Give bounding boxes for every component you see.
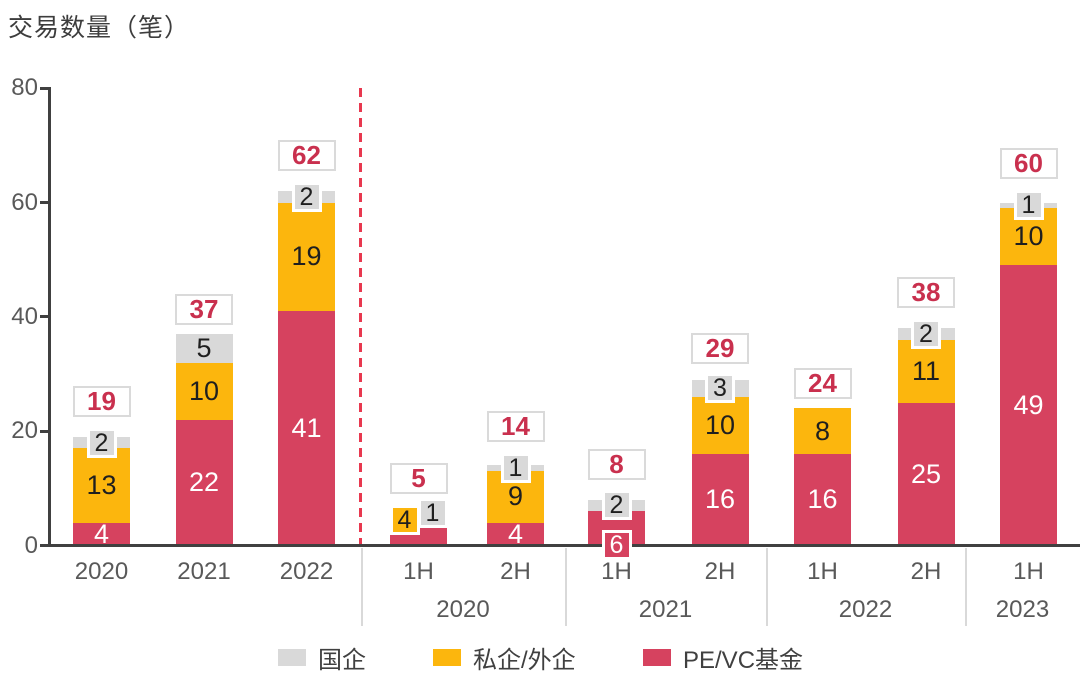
x-axis-group-label: 2020 [436, 596, 490, 623]
x-axis-bar-label: 2H [910, 558, 942, 585]
segment-value-label-box-so: 2 [601, 490, 632, 520]
segment-value-label-box-so: 1 [1013, 190, 1044, 220]
segment-value-label: 10 [1013, 221, 1044, 252]
bar-total-label: 60 [999, 148, 1058, 179]
segment-value-label-box-pr: 4 [389, 505, 420, 535]
x-axis-line [40, 544, 1080, 547]
bar-segment-pr: 11 [897, 339, 955, 403]
bar-segment-pr: 10 [175, 362, 233, 420]
segment-value-label: 4 [93, 518, 110, 549]
segment-value-label: 22 [188, 467, 220, 498]
bar-segment-pr: 8 [794, 408, 851, 455]
legend-item-pe: PE/VC基金 [643, 644, 803, 674]
bar-segment-pe: 41 [278, 311, 335, 546]
y-axis-tick [40, 429, 50, 433]
bar-segment-pe: 16 [794, 454, 851, 546]
segment-value-label-box-pe: 6 [601, 530, 632, 560]
legend-swatch-so [278, 648, 306, 666]
x-axis-group-label: 2021 [638, 596, 693, 623]
segment-value-label: 41 [291, 412, 322, 443]
segment-value-label: 49 [1013, 389, 1044, 420]
segment-value-label-box-so: 2 [911, 319, 941, 349]
y-axis-tick-label: 0 [24, 531, 38, 559]
bar-total-label: 24 [793, 368, 852, 399]
segment-value-label-box-so: 1 [500, 453, 531, 483]
legend-swatch-pr [433, 648, 461, 666]
bar-segment-pe: 4 [73, 518, 130, 549]
segment-value-label: 25 [910, 458, 942, 489]
x-axis-bar-label: 1H [1013, 558, 1044, 585]
segment-value-label-box-so: 2 [291, 182, 322, 212]
segment-value-label: 5 [196, 332, 212, 363]
segment-value-label: 16 [704, 484, 736, 515]
legend-item-pr: 私企/外企 [433, 644, 576, 674]
bar-segment-pe: 4 [487, 518, 544, 549]
bar-total-label: 37 [175, 294, 233, 325]
x-axis-bar-label: 2021 [177, 558, 231, 585]
y-axis-tick [40, 86, 50, 90]
segment-value-label-box-so: 2 [86, 428, 117, 458]
legend-label: 私企/外企 [473, 646, 576, 674]
segment-value-label-box-so: 3 [705, 373, 735, 403]
segment-value-label: 10 [188, 375, 220, 406]
bar-segment-pr: 10 [1000, 208, 1057, 266]
legend-label: 国企 [318, 646, 366, 674]
legend-item-so: 国企 [278, 644, 366, 674]
x-axis-bar-label: 2020 [74, 558, 129, 585]
segment-value-label: 19 [291, 241, 322, 272]
y-axis-tick-label: 20 [11, 417, 38, 445]
legend-swatch-pe [643, 648, 671, 666]
bar-total-label: 19 [72, 386, 131, 417]
x-axis-bar-label: 1H [807, 558, 838, 585]
y-axis-tick-label: 60 [11, 188, 38, 216]
x-axis-group-separator [965, 548, 967, 626]
bar-segment-pr: 13 [73, 448, 130, 523]
x-axis-group-label: 2022 [838, 596, 893, 623]
bar-total-label: 14 [486, 411, 545, 442]
bar-segment-pe: 49 [1000, 265, 1057, 546]
y-axis-tick [40, 315, 50, 319]
x-axis-bar-label: 2H [704, 558, 736, 585]
x-axis-bar-label: 2022 [279, 558, 334, 585]
segment-value-label: 8 [814, 415, 831, 446]
chart-title: 交易数量（笔） [8, 14, 191, 42]
bar-segment-pe: 16 [691, 454, 749, 546]
segment-value-label: 9 [507, 481, 524, 512]
bar-total-label: 38 [897, 277, 955, 308]
annual-halfyear-divider-dashed-line [359, 88, 362, 545]
x-axis-group-label: 2023 [995, 596, 1050, 623]
segment-value-label: 4 [507, 518, 524, 549]
segment-value-label-box-so: 1 [417, 498, 448, 528]
y-axis-tick [40, 201, 50, 205]
bar-total-label: 8 [587, 449, 646, 480]
bar-segment-pr: 19 [278, 202, 335, 312]
segment-value-label: 13 [86, 469, 117, 500]
x-axis-bar-label: 1H [601, 558, 632, 585]
bar-segment-pe: 25 [897, 402, 955, 546]
segment-value-label: 16 [807, 484, 838, 515]
segment-value-label: 10 [704, 409, 736, 440]
bar-total-label: 29 [691, 333, 749, 364]
bar-total-label: 62 [277, 140, 336, 171]
segment-value-label: 11 [911, 355, 941, 386]
legend-label: PE/VC基金 [683, 646, 804, 674]
bar-segment-so: 5 [175, 332, 233, 363]
x-axis-group-separator [361, 548, 363, 626]
y-axis-tick-label: 40 [11, 302, 38, 330]
y-axis-tick-label: 80 [11, 74, 38, 102]
x-axis-group-separator [565, 548, 567, 626]
x-axis-group-separator [766, 548, 768, 626]
bar-segment-pr: 10 [691, 396, 749, 455]
bar-total-label: 5 [389, 463, 448, 494]
x-axis-bar-label: 2H [500, 558, 531, 585]
x-axis-bar-label: 1H [403, 558, 434, 585]
bar-segment-pe: 22 [175, 419, 233, 546]
